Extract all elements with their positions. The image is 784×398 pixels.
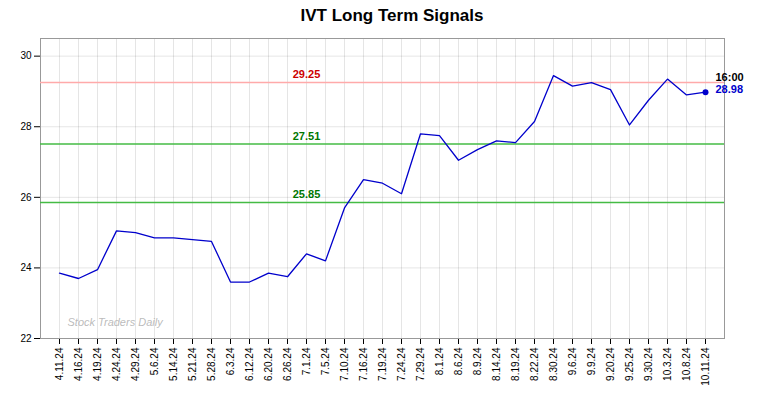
svg-text:26: 26 — [20, 192, 32, 203]
svg-text:25.85: 25.85 — [293, 188, 321, 200]
svg-text:8.1.24: 8.1.24 — [434, 347, 445, 375]
svg-text:7.24.24: 7.24.24 — [396, 347, 407, 381]
svg-text:28.98: 28.98 — [716, 83, 744, 95]
svg-text:5.28.24: 5.28.24 — [206, 347, 217, 381]
svg-text:Stock Traders Daily: Stock Traders Daily — [68, 316, 165, 328]
svg-text:8.19.24: 8.19.24 — [510, 347, 521, 381]
svg-text:6.20.24: 6.20.24 — [263, 347, 274, 381]
svg-text:9.30.24: 9.30.24 — [643, 347, 654, 381]
svg-text:5.14.24: 5.14.24 — [168, 347, 179, 381]
svg-text:7.10.24: 7.10.24 — [339, 347, 350, 381]
svg-text:4.29.24: 4.29.24 — [130, 347, 141, 381]
svg-text:9.6.24: 9.6.24 — [567, 347, 578, 375]
svg-text:7.16.24: 7.16.24 — [358, 347, 369, 381]
svg-text:29.25: 29.25 — [293, 68, 321, 80]
svg-text:8.9.24: 8.9.24 — [472, 347, 483, 375]
svg-text:6.26.24: 6.26.24 — [282, 347, 293, 381]
svg-text:9.9.24: 9.9.24 — [586, 347, 597, 375]
svg-text:6.12.24: 6.12.24 — [244, 347, 255, 381]
svg-text:4.16.24: 4.16.24 — [73, 347, 84, 381]
svg-text:6.3.24: 6.3.24 — [225, 347, 236, 375]
svg-text:7.5.24: 7.5.24 — [320, 347, 331, 375]
svg-text:7.19.24: 7.19.24 — [377, 347, 388, 381]
svg-text:5.6.24: 5.6.24 — [149, 347, 160, 375]
svg-text:10.8.24: 10.8.24 — [681, 347, 692, 381]
svg-text:8.14.24: 8.14.24 — [491, 347, 502, 381]
svg-text:9.25.24: 9.25.24 — [624, 347, 635, 381]
svg-text:22: 22 — [20, 333, 32, 344]
svg-text:4.24.24: 4.24.24 — [111, 347, 122, 381]
svg-text:8.6.24: 8.6.24 — [453, 347, 464, 375]
svg-text:27.51: 27.51 — [293, 130, 321, 142]
svg-text:28: 28 — [20, 121, 32, 132]
svg-text:4.11.24: 4.11.24 — [54, 347, 65, 380]
svg-text:4.19.24: 4.19.24 — [92, 347, 103, 381]
svg-text:7.29.24: 7.29.24 — [415, 347, 426, 381]
svg-text:9.20.24: 9.20.24 — [605, 347, 616, 381]
svg-text:10.3.24: 10.3.24 — [662, 347, 673, 381]
svg-text:16:00: 16:00 — [716, 71, 744, 83]
svg-text:24: 24 — [20, 262, 32, 273]
svg-text:30: 30 — [20, 50, 32, 61]
html-text:IVT Long Term Signals: IVT Long Term Signals — [300, 6, 484, 25]
svg-text:7.1.24: 7.1.24 — [301, 347, 312, 375]
svg-text:5.21.24: 5.21.24 — [187, 347, 198, 381]
svg-text:10.11.24: 10.11.24 — [700, 347, 711, 386]
svg-text:8.22.24: 8.22.24 — [529, 347, 540, 381]
svg-text:8.30.24: 8.30.24 — [548, 347, 559, 381]
